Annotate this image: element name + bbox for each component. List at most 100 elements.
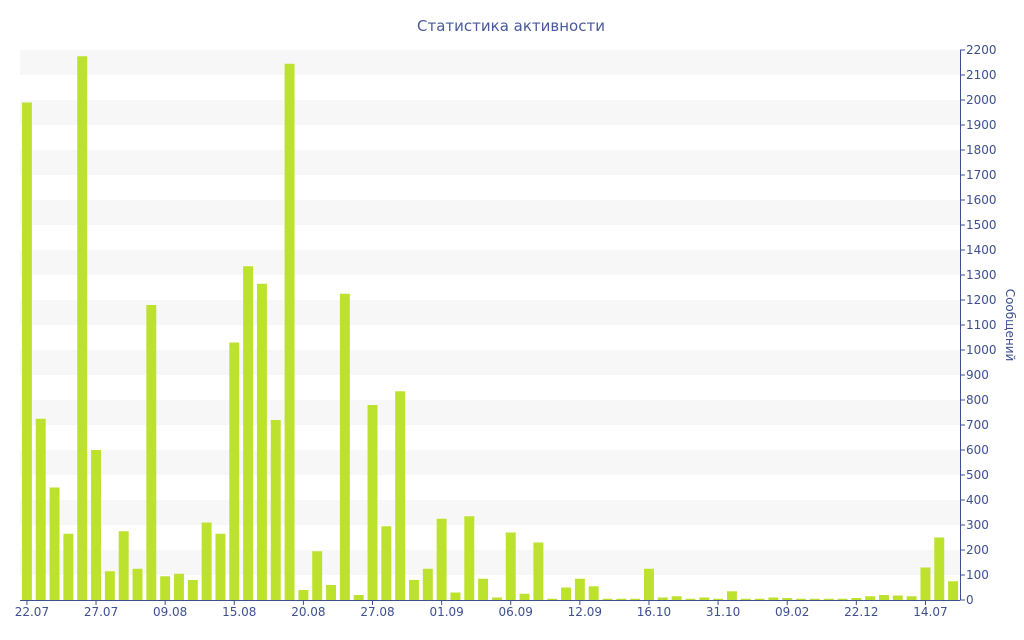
- y-tick-label: 900: [966, 368, 989, 382]
- bar[interactable]: [851, 598, 862, 600]
- bar[interactable]: [505, 532, 516, 601]
- y-tick-label: 100: [966, 568, 989, 582]
- grid-band: [20, 100, 960, 125]
- bar[interactable]: [657, 597, 668, 601]
- bar[interactable]: [201, 522, 212, 601]
- bar[interactable]: [602, 598, 613, 600]
- bar[interactable]: [588, 586, 599, 600]
- bar[interactable]: [256, 283, 267, 600]
- bar[interactable]: [906, 596, 917, 600]
- y-tick-label: 1700: [966, 168, 997, 182]
- y-tick-label: 0: [966, 593, 974, 607]
- bar[interactable]: [533, 542, 544, 601]
- bar[interactable]: [726, 591, 737, 600]
- x-tick-label: 31.10: [706, 605, 740, 619]
- grid-band: [20, 250, 960, 275]
- y-tick-label: 1000: [966, 343, 997, 357]
- bar[interactable]: [118, 531, 129, 600]
- bar[interactable]: [187, 580, 198, 600]
- bar[interactable]: [35, 418, 46, 600]
- bar[interactable]: [436, 518, 447, 600]
- x-tick-label: 20.08: [291, 605, 325, 619]
- bar[interactable]: [491, 597, 502, 601]
- bar[interactable]: [339, 293, 350, 600]
- bar[interactable]: [312, 551, 323, 600]
- x-axis: 22.07 27.07 09.08 15.08 20.08 27.08 01.09 06.09…: [15, 600, 960, 619]
- bar[interactable]: [519, 593, 530, 600]
- bar[interactable]: [132, 568, 143, 600]
- bar[interactable]: [464, 516, 475, 600]
- bar[interactable]: [353, 595, 364, 600]
- bar[interactable]: [298, 590, 309, 600]
- bar[interactable]: [91, 450, 101, 600]
- bar[interactable]: [284, 63, 295, 600]
- bar[interactable]: [146, 305, 157, 600]
- x-tick-label: 16.10: [637, 605, 671, 619]
- bar[interactable]: [422, 568, 433, 600]
- bar[interactable]: [173, 573, 184, 600]
- y-tick-label: 1600: [966, 193, 997, 207]
- bar[interactable]: [616, 598, 627, 600]
- bar[interactable]: [77, 56, 88, 600]
- bar[interactable]: [450, 592, 461, 601]
- grid-band: [20, 550, 960, 575]
- y-tick-label: 2200: [966, 43, 997, 57]
- bar[interactable]: [754, 598, 765, 600]
- bar[interactable]: [243, 266, 254, 600]
- bar[interactable]: [685, 598, 696, 600]
- grid-band: [20, 500, 960, 525]
- bar[interactable]: [796, 598, 806, 600]
- bar[interactable]: [713, 598, 724, 600]
- bar[interactable]: [408, 580, 419, 600]
- bar[interactable]: [367, 405, 378, 600]
- bar[interactable]: [547, 598, 558, 600]
- bar[interactable]: [215, 533, 226, 600]
- bar[interactable]: [837, 598, 848, 600]
- bar[interactable]: [809, 598, 820, 600]
- grid-band: [20, 300, 960, 325]
- bar[interactable]: [865, 596, 876, 600]
- bar[interactable]: [478, 578, 489, 600]
- y-tick-label: 2000: [966, 93, 997, 107]
- y-tick-label: 1400: [966, 243, 997, 257]
- bar[interactable]: [326, 585, 336, 600]
- x-tick-label: 22.12: [844, 605, 878, 619]
- x-tick-label: 09.08: [153, 605, 187, 619]
- bar[interactable]: [104, 571, 115, 600]
- bar[interactable]: [699, 597, 710, 601]
- y-tick-label: 1900: [966, 118, 997, 132]
- bar[interactable]: [892, 595, 903, 601]
- bar[interactable]: [920, 567, 931, 601]
- bar[interactable]: [740, 598, 751, 600]
- x-tick-label: 15.08: [222, 605, 256, 619]
- bar[interactable]: [561, 587, 571, 601]
- y-tick-label: 500: [966, 468, 989, 482]
- bar[interactable]: [671, 596, 682, 600]
- bar[interactable]: [630, 598, 641, 600]
- bar[interactable]: [49, 487, 60, 601]
- bar[interactable]: [160, 576, 171, 600]
- bar[interactable]: [878, 595, 889, 600]
- y-tick-label: 800: [966, 393, 989, 407]
- bar[interactable]: [63, 533, 74, 600]
- bar[interactable]: [381, 526, 392, 600]
- bar[interactable]: [948, 581, 959, 600]
- x-tick-label: 06.09: [499, 605, 533, 619]
- y-tick-label: 2100: [966, 68, 997, 82]
- x-tick-label: 27.08: [360, 605, 394, 619]
- y-tick-label: 400: [966, 493, 989, 507]
- bar[interactable]: [270, 420, 281, 600]
- bar[interactable]: [574, 578, 585, 600]
- bar[interactable]: [768, 597, 779, 601]
- bar[interactable]: [395, 391, 406, 600]
- bar[interactable]: [229, 342, 240, 601]
- bar[interactable]: [782, 598, 793, 600]
- bar[interactable]: [21, 102, 32, 601]
- y-tick-label: 300: [966, 518, 989, 532]
- y-axis-label: Сообщений: [1003, 289, 1017, 362]
- x-tick-label: 09.02: [775, 605, 809, 619]
- bar[interactable]: [823, 598, 834, 600]
- bar[interactable]: [643, 568, 654, 600]
- bar[interactable]: [934, 537, 945, 601]
